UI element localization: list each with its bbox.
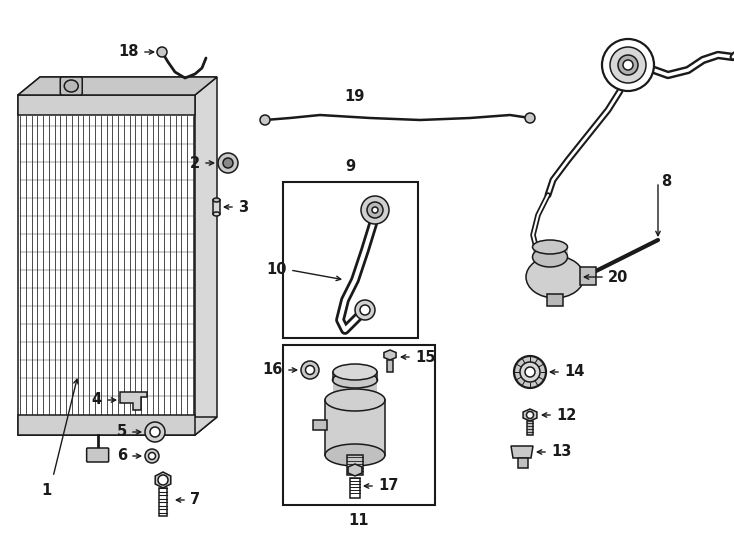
Circle shape <box>602 39 654 91</box>
Circle shape <box>623 60 633 70</box>
Circle shape <box>148 453 156 460</box>
Circle shape <box>610 47 646 83</box>
Ellipse shape <box>213 212 220 216</box>
Circle shape <box>514 356 546 388</box>
FancyBboxPatch shape <box>87 448 109 462</box>
Polygon shape <box>18 77 217 95</box>
Text: 3: 3 <box>238 199 248 214</box>
Ellipse shape <box>325 389 385 411</box>
Circle shape <box>372 207 378 213</box>
Ellipse shape <box>325 444 385 466</box>
Ellipse shape <box>532 240 567 254</box>
Bar <box>213 200 220 214</box>
Bar <box>313 420 327 430</box>
Polygon shape <box>195 77 217 435</box>
Text: 16: 16 <box>263 362 283 377</box>
Bar <box>347 455 363 475</box>
Text: 6: 6 <box>117 449 127 463</box>
Polygon shape <box>120 392 147 410</box>
Text: 14: 14 <box>564 364 584 380</box>
Polygon shape <box>348 464 362 476</box>
Circle shape <box>525 367 535 377</box>
Circle shape <box>218 153 238 173</box>
Polygon shape <box>18 77 217 95</box>
Bar <box>350 478 360 498</box>
Circle shape <box>355 300 375 320</box>
Text: 8: 8 <box>661 174 672 190</box>
Text: 5: 5 <box>117 424 127 440</box>
Circle shape <box>618 55 638 75</box>
Bar <box>18 95 195 435</box>
Polygon shape <box>511 446 533 458</box>
Text: 19: 19 <box>345 89 366 104</box>
Bar <box>387 360 393 372</box>
Text: 12: 12 <box>556 408 576 422</box>
Circle shape <box>360 305 370 315</box>
Text: 13: 13 <box>551 444 571 460</box>
Polygon shape <box>155 472 171 488</box>
Text: 2: 2 <box>190 156 200 171</box>
Ellipse shape <box>333 364 377 380</box>
Bar <box>518 458 528 468</box>
Text: 17: 17 <box>378 478 399 494</box>
Circle shape <box>223 158 233 168</box>
Circle shape <box>520 362 540 382</box>
Ellipse shape <box>532 247 567 267</box>
Circle shape <box>145 449 159 463</box>
Circle shape <box>157 47 167 57</box>
Bar <box>333 372 377 397</box>
Circle shape <box>526 411 534 418</box>
Text: 9: 9 <box>346 159 355 174</box>
Ellipse shape <box>333 372 377 388</box>
Circle shape <box>367 202 383 218</box>
Polygon shape <box>523 409 537 421</box>
Ellipse shape <box>213 198 220 202</box>
Bar <box>325 400 385 455</box>
Text: 18: 18 <box>118 44 139 59</box>
Polygon shape <box>384 350 396 360</box>
FancyBboxPatch shape <box>60 77 82 95</box>
Ellipse shape <box>65 80 79 92</box>
Text: 15: 15 <box>415 349 435 364</box>
Circle shape <box>145 422 165 442</box>
Bar <box>283 182 418 338</box>
Text: 1: 1 <box>41 483 51 498</box>
Bar <box>527 421 533 435</box>
Circle shape <box>150 427 160 437</box>
Text: 11: 11 <box>349 513 369 528</box>
Polygon shape <box>18 417 217 435</box>
Circle shape <box>361 196 389 224</box>
Bar <box>580 267 596 285</box>
Bar <box>283 345 435 505</box>
Bar <box>547 294 563 306</box>
Circle shape <box>525 113 535 123</box>
Bar <box>18 415 195 435</box>
Text: 7: 7 <box>190 492 200 508</box>
Bar <box>159 488 167 516</box>
Circle shape <box>301 361 319 379</box>
Bar <box>18 95 195 115</box>
Text: 20: 20 <box>608 269 628 285</box>
Text: 10: 10 <box>266 262 287 278</box>
Bar <box>533 247 568 262</box>
Text: 4: 4 <box>92 393 102 408</box>
Ellipse shape <box>526 256 584 298</box>
Circle shape <box>260 115 270 125</box>
Circle shape <box>305 366 314 375</box>
Circle shape <box>158 475 168 485</box>
